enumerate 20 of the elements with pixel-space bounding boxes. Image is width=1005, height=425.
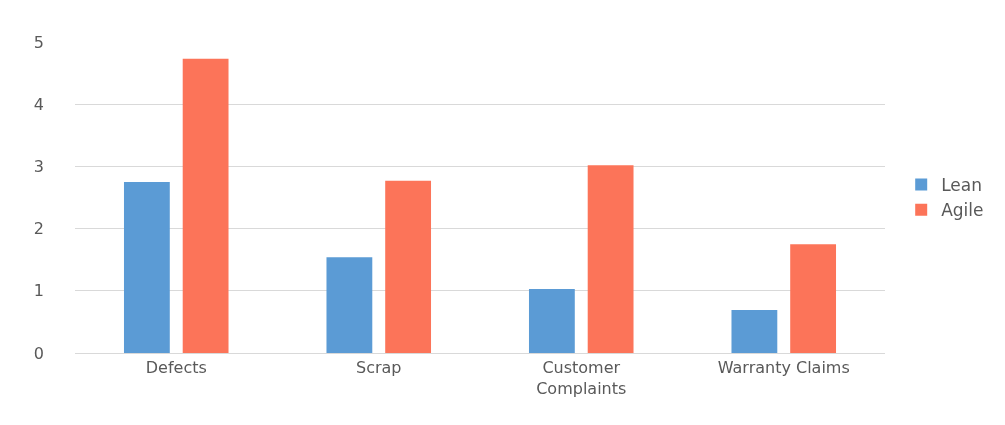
y-tick-label: 2 — [33, 219, 44, 239]
y-tick-label: 1 — [33, 281, 44, 301]
y-tick-label: 4 — [33, 94, 44, 114]
bar — [790, 244, 837, 353]
x-tick-label: Defects — [145, 358, 207, 378]
bar — [385, 180, 432, 353]
bar — [123, 181, 170, 353]
y-tick-label: 3 — [33, 157, 44, 176]
legend-label: Agile — [941, 200, 984, 221]
x-tick-label: Customer Complaints — [536, 358, 627, 398]
legend-label: Lean — [941, 175, 983, 196]
y-tick-label: 5 — [33, 32, 44, 52]
bar — [326, 257, 373, 353]
bar — [731, 310, 778, 353]
y-tick-label: 0 — [33, 343, 44, 363]
x-tick-label: Warranty Claims — [717, 358, 850, 378]
bar — [528, 288, 575, 353]
bar — [587, 165, 634, 353]
bar — [182, 58, 229, 353]
x-tick-label: Scrap — [356, 358, 402, 378]
